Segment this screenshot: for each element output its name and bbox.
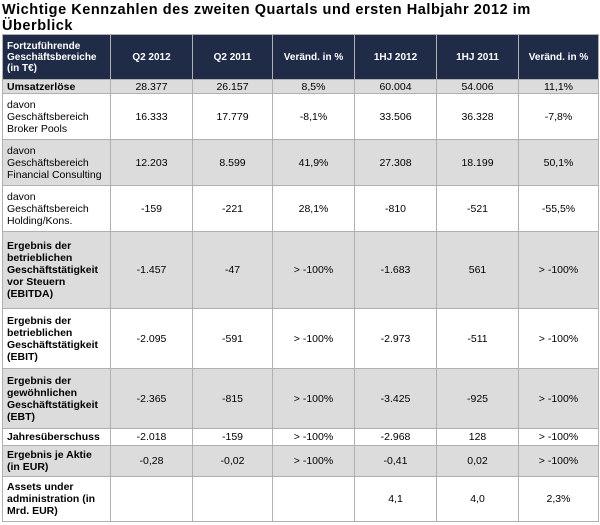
table-cell: 50,1% <box>518 139 599 186</box>
table-cell: -159 <box>192 428 273 446</box>
header-q2-2011: Q2 2011 <box>192 34 273 80</box>
table-row: Jahresüberschuss -2.018 -159 > -100% -2.968 1… <box>2 428 599 446</box>
row-label: Jahresüberschuss <box>2 428 111 446</box>
header-q2-2012: Q2 2012 <box>110 34 193 80</box>
table-cell: > -100% <box>272 445 355 477</box>
table-cell: 561 <box>436 231 519 309</box>
table-cell: -3.425 <box>354 368 437 429</box>
table-cell: 8,5% <box>272 79 355 94</box>
table-cell: 54.006 <box>436 79 519 94</box>
table-cell: 33.506 <box>354 93 437 140</box>
table-cell: 26.157 <box>192 79 273 94</box>
table-row: davon Geschäftsbereich Financial Consult… <box>2 139 599 186</box>
table-row: Ergebnis der betrieblichen Geschäftstäti… <box>2 308 599 369</box>
row-label: Ergebnis je Aktie (in EUR) <box>2 445 111 477</box>
table-cell: 16.333 <box>110 93 193 140</box>
table-row: Ergebnis der betrieblichen Geschäftstäti… <box>2 231 599 309</box>
table-cell: -2.973 <box>354 308 437 369</box>
table-cell: -0,41 <box>354 445 437 477</box>
table-cell: 8.599 <box>192 139 273 186</box>
table-cell: 28,1% <box>272 185 355 232</box>
table-cell: 128 <box>436 428 519 446</box>
row-label: Umsatzerlöse <box>2 79 111 94</box>
table-cell: -1.683 <box>354 231 437 309</box>
table-cell: -159 <box>110 185 193 232</box>
table-cell: 17.779 <box>192 93 273 140</box>
row-label: Assets under administration (in Mrd. EUR… <box>2 476 111 522</box>
header-change-1hj: Veränd. in % <box>518 34 599 80</box>
table-cell: -925 <box>436 368 519 429</box>
table-cell: -591 <box>192 308 273 369</box>
table-cell: -8,1% <box>272 93 355 140</box>
table-cell: -0,02 <box>192 445 273 477</box>
row-label: Ergebnis der betrieblichen Geschäftstäti… <box>2 308 111 369</box>
table-cell: 2,3% <box>518 476 599 522</box>
table-cell: > -100% <box>518 428 599 446</box>
table-cell <box>192 476 273 522</box>
header-segment: Fortzuführende Geschäftsbereiche (in T€) <box>2 34 111 80</box>
table-cell: 4,0 <box>436 476 519 522</box>
table-cell: -2.968 <box>354 428 437 446</box>
kennzahlen-table: Fortzuführende Geschäftsbereiche (in T€)… <box>2 34 599 522</box>
table-cell: -2.018 <box>110 428 193 446</box>
table-cell: 0,02 <box>436 445 519 477</box>
table-row: Umsatzerlöse 28.377 26.157 8,5% 60.004 54.006… <box>2 79 599 94</box>
header-1hj-2011: 1HJ 2011 <box>436 34 519 80</box>
table-cell: 4,1 <box>354 476 437 522</box>
table-cell: > -100% <box>518 445 599 477</box>
header-1hj-2012: 1HJ 2012 <box>354 34 437 80</box>
table-cell: > -100% <box>272 231 355 309</box>
table-cell: 18.199 <box>436 139 519 186</box>
table-cell: -221 <box>192 185 273 232</box>
table-cell: -521 <box>436 185 519 232</box>
table-cell: -1.457 <box>110 231 193 309</box>
row-label: davon Geschäftsbereich Broker Pools <box>2 93 111 140</box>
table-cell: > -100% <box>272 428 355 446</box>
table-cell: > -100% <box>518 308 599 369</box>
table-row: davon Geschäftsbereich Broker Pools 16.33… <box>2 93 599 140</box>
table-cell: -47 <box>192 231 273 309</box>
table-cell: -815 <box>192 368 273 429</box>
table-cell: -7,8% <box>518 93 599 140</box>
table-cell: 36.328 <box>436 93 519 140</box>
table-cell: -2.095 <box>110 308 193 369</box>
row-label: davon Geschäftsbereich Holding/Kons. <box>2 185 111 232</box>
table-header-row: Fortzuführende Geschäftsbereiche (in T€)… <box>2 34 599 80</box>
row-label: Ergebnis der betrieblichen Geschäftstäti… <box>2 231 111 309</box>
table-row: davon Geschäftsbereich Holding/Kons. -159… <box>2 185 599 232</box>
page-title: Wichtige Kennzahlen des zweiten Quartals… <box>2 2 531 34</box>
table-cell: -2.365 <box>110 368 193 429</box>
row-label: Ergebnis der gewöhnlichen Geschäftstätig… <box>2 368 111 429</box>
table-cell: 28.377 <box>110 79 193 94</box>
table-cell: > -100% <box>272 308 355 369</box>
table-row: Ergebnis je Aktie (in EUR) -0,28 -0,02 > -1… <box>2 445 599 477</box>
table-cell: -0,28 <box>110 445 193 477</box>
table-cell: 27.308 <box>354 139 437 186</box>
table-cell: 60.004 <box>354 79 437 94</box>
row-label: davon Geschäftsbereich Financial Consult… <box>2 139 111 186</box>
table-cell: -55,5% <box>518 185 599 232</box>
table-cell <box>272 476 355 522</box>
table-cell: 41,9% <box>272 139 355 186</box>
table-cell: 11,1% <box>518 79 599 94</box>
table-cell: > -100% <box>518 368 599 429</box>
table-cell: > -100% <box>272 368 355 429</box>
table-cell: 12.203 <box>110 139 193 186</box>
table-cell: -810 <box>354 185 437 232</box>
table-row: Assets under administration (in Mrd. EUR… <box>2 476 599 522</box>
header-change-q2: Veränd. in % <box>272 34 355 80</box>
table-cell: > -100% <box>518 231 599 309</box>
table-cell: -511 <box>436 308 519 369</box>
table-cell <box>110 476 193 522</box>
table-row: Ergebnis der gewöhnlichen Geschäftstätig… <box>2 368 599 429</box>
